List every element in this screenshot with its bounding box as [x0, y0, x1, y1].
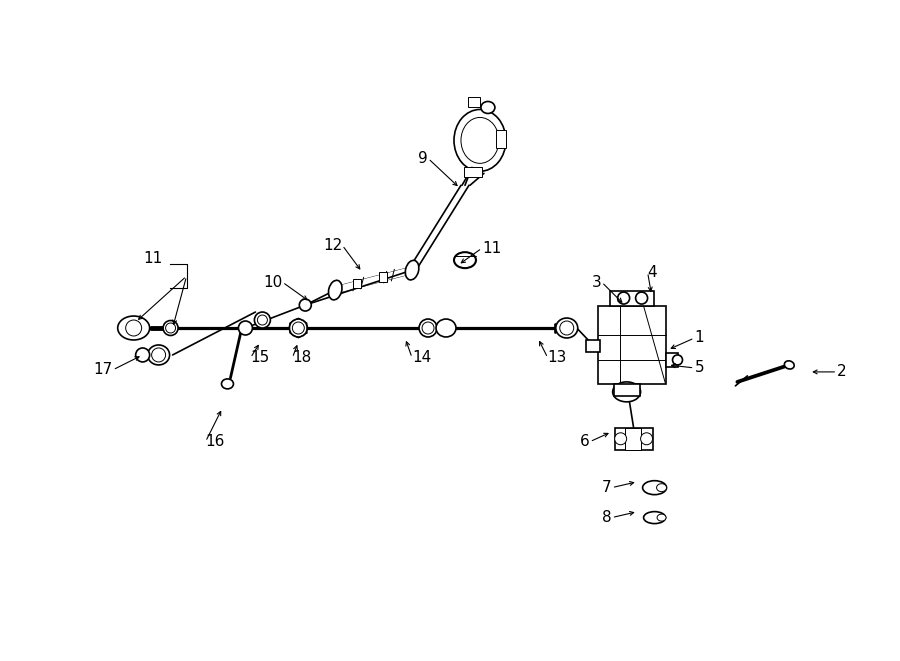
- Bar: [379, 272, 387, 282]
- Ellipse shape: [644, 512, 665, 524]
- Text: 11: 11: [143, 251, 162, 266]
- Text: 4: 4: [648, 264, 657, 280]
- Text: 16: 16: [205, 434, 225, 449]
- Text: 10: 10: [263, 274, 283, 290]
- Circle shape: [257, 315, 267, 325]
- Ellipse shape: [481, 102, 495, 114]
- Bar: [615, 428, 652, 449]
- Circle shape: [151, 348, 166, 362]
- Circle shape: [238, 321, 252, 335]
- Text: 2: 2: [837, 364, 847, 379]
- Text: 18: 18: [292, 350, 311, 366]
- Text: 5: 5: [695, 360, 704, 375]
- Ellipse shape: [255, 312, 270, 328]
- Text: 7: 7: [602, 480, 612, 495]
- Circle shape: [641, 433, 652, 445]
- Ellipse shape: [405, 260, 418, 280]
- Text: 6: 6: [580, 434, 590, 449]
- Bar: [609, 291, 653, 306]
- Circle shape: [292, 322, 304, 334]
- Text: 3: 3: [592, 274, 602, 290]
- Circle shape: [166, 323, 176, 333]
- Ellipse shape: [118, 316, 149, 340]
- Ellipse shape: [643, 481, 667, 494]
- Ellipse shape: [657, 514, 666, 521]
- Bar: [496, 130, 506, 148]
- Bar: [353, 278, 361, 288]
- Ellipse shape: [454, 252, 476, 268]
- Text: 15: 15: [250, 350, 270, 366]
- Ellipse shape: [657, 484, 667, 492]
- Ellipse shape: [289, 319, 307, 337]
- Ellipse shape: [613, 382, 641, 402]
- Text: 8: 8: [602, 510, 612, 525]
- Circle shape: [617, 292, 630, 304]
- Ellipse shape: [136, 348, 149, 362]
- Text: 1: 1: [695, 330, 704, 346]
- Text: 13: 13: [548, 350, 567, 366]
- Text: 17: 17: [94, 362, 112, 377]
- Circle shape: [560, 321, 573, 335]
- Text: 12: 12: [323, 238, 342, 253]
- Ellipse shape: [556, 318, 578, 338]
- Ellipse shape: [461, 118, 499, 163]
- Bar: [464, 167, 482, 177]
- Ellipse shape: [148, 345, 169, 365]
- Ellipse shape: [221, 379, 233, 389]
- Bar: [614, 384, 640, 396]
- Circle shape: [300, 299, 311, 311]
- Bar: [468, 97, 480, 108]
- Ellipse shape: [672, 355, 682, 365]
- Bar: [586, 340, 599, 352]
- Circle shape: [635, 292, 648, 304]
- Ellipse shape: [328, 280, 342, 300]
- Bar: [625, 428, 641, 449]
- Circle shape: [126, 320, 141, 336]
- Text: 9: 9: [418, 151, 428, 166]
- Circle shape: [615, 433, 626, 445]
- Ellipse shape: [785, 361, 794, 369]
- Bar: [598, 306, 665, 384]
- Bar: [665, 353, 678, 367]
- Ellipse shape: [436, 319, 456, 337]
- Circle shape: [422, 322, 434, 334]
- Ellipse shape: [163, 321, 178, 336]
- Ellipse shape: [454, 110, 506, 171]
- Text: 14: 14: [412, 350, 431, 366]
- Ellipse shape: [419, 319, 437, 337]
- Text: 11: 11: [482, 241, 501, 256]
